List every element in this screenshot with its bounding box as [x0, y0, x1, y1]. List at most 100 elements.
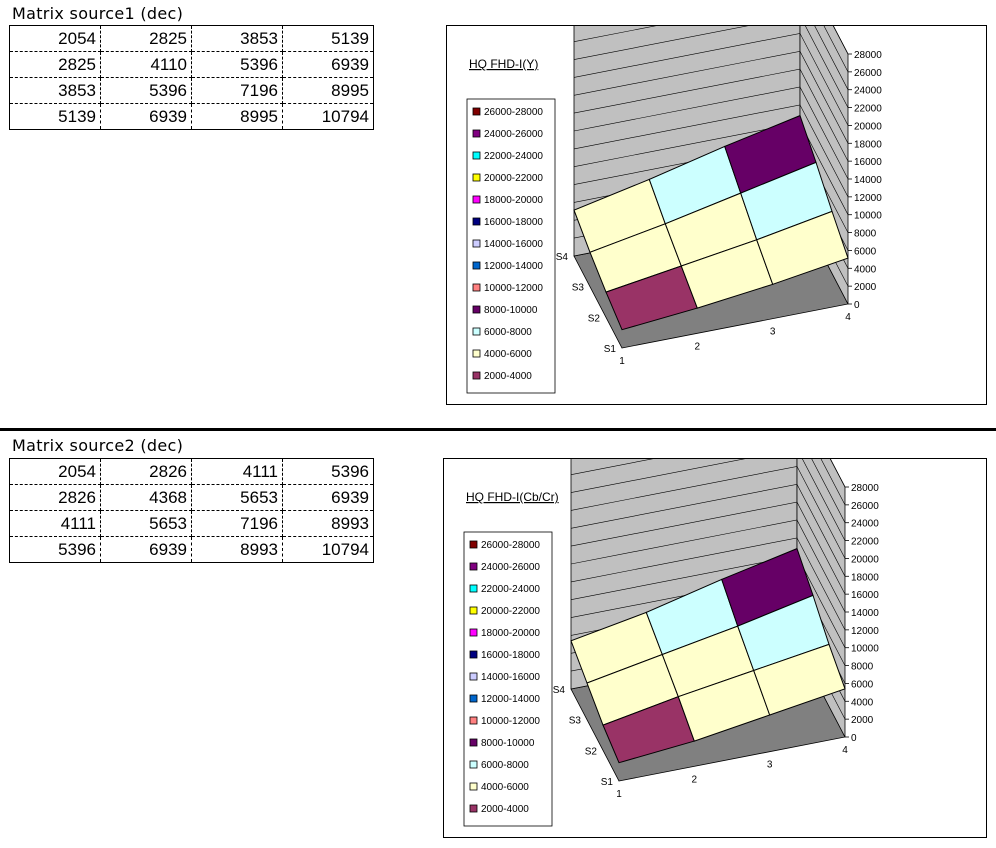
legend-label: 2000-4000 — [481, 804, 529, 815]
matrix2-title: Matrix source2 (dec) — [12, 436, 184, 455]
table-cell: 5396 — [282, 458, 374, 485]
legend-swatch — [472, 195, 481, 204]
y-tick-label: S1 — [604, 344, 617, 355]
table-cell: 7196 — [191, 510, 283, 537]
table-cell: 5139 — [282, 25, 374, 52]
y-tick-label: S2 — [585, 746, 598, 757]
table-cell: 2825 — [9, 51, 101, 78]
z-tick-label: 10000 — [851, 644, 879, 655]
x-tick-label: 4 — [842, 745, 848, 756]
table-row: 2054 2826 4111 5396 — [9, 458, 374, 485]
legend-label: 4000-6000 — [481, 782, 529, 793]
z-tick-label: 20000 — [854, 121, 882, 132]
table-row: 4111 5653 7196 8993 — [9, 510, 374, 537]
x-tick-label: 2 — [692, 774, 698, 785]
table-cell: 3853 — [191, 25, 283, 52]
table-row: 5139 6939 8995 10794 — [9, 103, 374, 130]
table-cell: 3853 — [9, 77, 101, 104]
legend-swatch — [469, 672, 478, 681]
z-tick-label: 22000 — [851, 537, 879, 548]
table-cell: 10794 — [321, 106, 369, 126]
surface-patch — [756, 210, 849, 285]
legend-label: 6000-8000 — [481, 760, 529, 771]
chart-gridline — [570, 483, 846, 577]
legend-label: 18000-20000 — [481, 628, 540, 639]
legend-swatch — [472, 173, 481, 182]
table-row: 2054 2825 3853 5139 — [9, 25, 374, 52]
x-tick-label: 4 — [845, 312, 851, 323]
table-cell: 10794 — [321, 539, 369, 559]
legend-swatch — [469, 738, 478, 747]
z-tick-label: 20000 — [851, 554, 879, 565]
legend-label: 22000-24000 — [481, 584, 540, 595]
table-cell: 5653 — [191, 484, 283, 511]
z-tick-label: 0 — [851, 733, 857, 744]
legend-swatch — [469, 694, 478, 703]
matrix1-table: 2054 2825 3853 5139 2825 4110 5396 6939 … — [9, 25, 374, 130]
legend-swatch — [472, 239, 481, 248]
table-cell: 2826 — [100, 458, 192, 485]
chart-gridline — [570, 466, 846, 559]
chart-gridline — [573, 68, 849, 162]
z-tick-label: 2000 — [854, 282, 877, 293]
z-tick-label: 6000 — [851, 679, 874, 690]
table-cell: 4111 — [9, 510, 101, 537]
table-cell: 4111 — [191, 458, 283, 485]
z-tick-label: 14000 — [851, 608, 879, 619]
chart-title: HQ FHD-I(Y) — [469, 57, 538, 71]
z-tick-label: 28000 — [851, 483, 879, 494]
table-cell: 8995 — [191, 103, 283, 130]
chart-gridline — [573, 26, 849, 108]
legend-swatch — [472, 349, 481, 358]
legend-swatch — [469, 540, 478, 549]
z-tick-label: 4000 — [854, 264, 877, 275]
legend-label: 4000-6000 — [484, 349, 532, 360]
table-cell: 2054 — [9, 25, 101, 52]
table-cell: 5396 — [100, 77, 192, 104]
legend-swatch — [469, 584, 478, 593]
chart-gridline — [570, 501, 846, 595]
chart-frame-2: HQ FHD-I(Cb/Cr) 0 2000 4000 6000 8000 10000 120… — [443, 458, 987, 838]
table-cell: 6939 — [100, 536, 192, 563]
legend-label: 24000-26000 — [481, 562, 540, 573]
legend-label: 14000-16000 — [484, 239, 543, 250]
legend-label: 18000-20000 — [484, 195, 543, 206]
legend-swatch — [469, 606, 478, 615]
legend-swatch — [472, 151, 481, 160]
z-tick-label: 24000 — [854, 86, 882, 97]
legend-label: 10000-12000 — [481, 716, 540, 727]
surface-chart-y: HQ FHD-I(Y)02000400060008000100001200014… — [466, 26, 882, 394]
table-cell: 4110 — [100, 51, 192, 78]
legend-swatch — [469, 628, 478, 637]
matrix2-table: 2054 2826 4111 5396 2826 4368 5653 6939 … — [9, 458, 374, 563]
chart-gridline — [820, 459, 846, 506]
chart-gridline — [573, 104, 849, 198]
chart-gridline — [823, 26, 849, 73]
legend-swatch — [472, 261, 481, 270]
legend-swatch — [472, 217, 481, 226]
chart-gridline — [570, 519, 846, 613]
table-cell: 2826 — [9, 484, 101, 511]
table-row: 3853 5396 7196 8995 — [9, 77, 374, 104]
z-tick-label: 2000 — [851, 715, 874, 726]
z-tick-label: 26000 — [854, 68, 882, 79]
x-tick-label: 2 — [695, 341, 701, 352]
chart-gridline — [573, 86, 849, 180]
table-cell: 5396 — [9, 536, 101, 563]
z-tick-label: 12000 — [854, 193, 882, 204]
z-tick-label: 12000 — [851, 626, 879, 637]
z-tick-label: 16000 — [851, 590, 879, 601]
legend-label: 12000-14000 — [484, 261, 543, 272]
legend-label: 20000-22000 — [484, 173, 543, 184]
legend-swatch — [469, 804, 478, 813]
legend-swatch — [469, 650, 478, 659]
legend-label: 24000-26000 — [484, 129, 543, 140]
z-tick-label: 18000 — [851, 572, 879, 583]
y-tick-label: S4 — [553, 685, 566, 696]
table-cell: 4368 — [100, 484, 192, 511]
y-tick-label: S2 — [588, 313, 601, 324]
y-tick-label: S4 — [556, 252, 569, 263]
legend-label: 2000-4000 — [484, 371, 532, 382]
legend-swatch — [472, 283, 481, 292]
chart-title: HQ FHD-I(Cb/Cr) — [466, 490, 559, 504]
